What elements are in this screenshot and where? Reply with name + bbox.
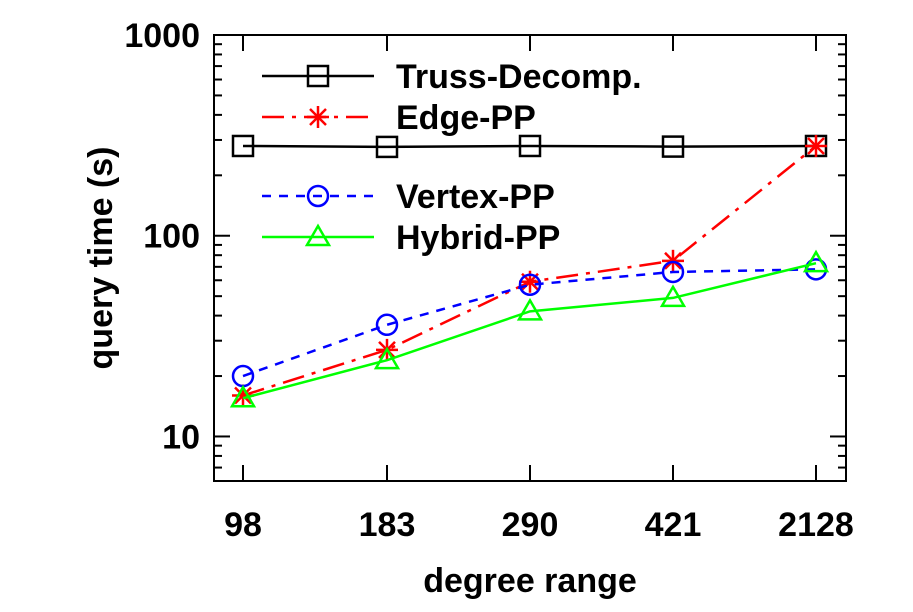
series-hybrid-pp	[229, 249, 830, 408]
x-tick-label: 290	[502, 506, 559, 544]
data-point-vertex-pp	[375, 313, 399, 337]
data-point-hybrid-pp	[373, 346, 401, 370]
data-point-truss-decomp	[518, 134, 542, 158]
x-tick-label: 2128	[778, 506, 854, 544]
data-point-vertex-pp	[661, 260, 685, 284]
data-point-hybrid-pp	[659, 284, 687, 308]
data-point-edge-pp	[805, 134, 827, 157]
data-point-truss-decomp	[375, 135, 399, 159]
series-layer	[229, 134, 830, 408]
x-axis: 98 183 290 421 2128	[224, 35, 854, 544]
legend-marker-truss-decomp	[306, 64, 330, 88]
x-axis-title: degree range	[423, 562, 637, 600]
y-axis: 10 100 1000	[124, 17, 846, 482]
y-tick-label: 1000	[124, 17, 200, 55]
series-line-truss-decomp	[242, 144, 817, 149]
legend-marker-vertex-pp	[306, 184, 330, 208]
x-tick-label: 183	[359, 506, 416, 544]
legend-marker-hybrid-pp	[304, 223, 332, 247]
data-point-truss-decomp	[661, 135, 685, 158]
x-tick-label: 98	[224, 506, 262, 544]
series-truss-decomp	[231, 134, 828, 159]
series-line-hybrid-pp	[242, 261, 817, 400]
legend-marker-edge-pp	[307, 106, 329, 128]
y-tick-label: 100	[143, 218, 200, 256]
data-point-hybrid-pp	[516, 297, 544, 321]
data-point-hybrid-pp	[802, 249, 830, 273]
y-tick-label: 10	[162, 418, 200, 456]
data-point-vertex-pp	[518, 273, 542, 296]
series-edge-pp	[232, 134, 827, 407]
data-point-truss-decomp	[231, 134, 255, 158]
legend-label-vertex-pp: Vertex-PP	[396, 178, 555, 216]
legend-label-hybrid-pp: Hybrid-PP	[396, 219, 560, 257]
y-axis-title: query time (s)	[82, 147, 120, 370]
legend-label-truss-decomp: Truss-Decomp.	[396, 58, 642, 96]
data-point-hybrid-pp	[229, 384, 257, 408]
legend-label-edge-pp: Edge-PP	[396, 99, 536, 137]
x-tick-label: 421	[645, 506, 702, 544]
